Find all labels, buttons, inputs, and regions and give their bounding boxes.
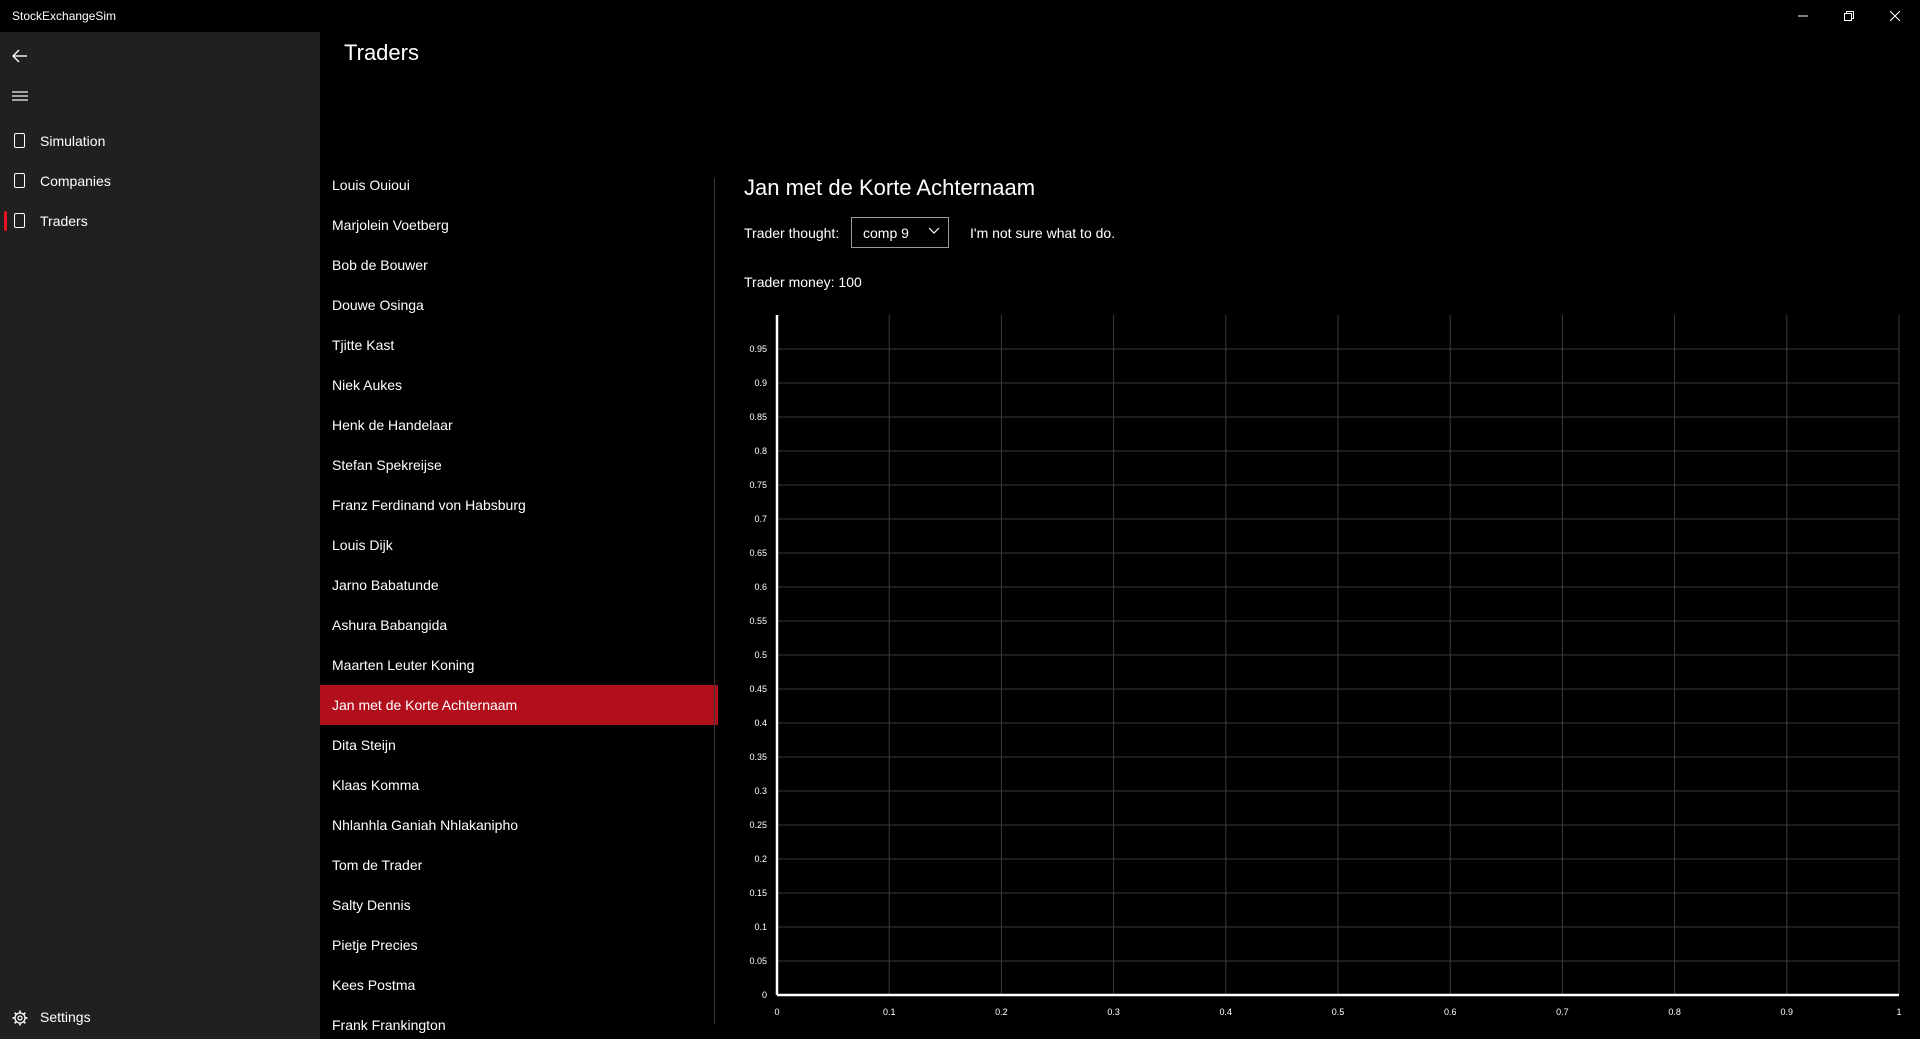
trader-list-item[interactable]: Klaas Komma	[332, 777, 420, 793]
trader-name-heading: Jan met de Korte Achternaam	[744, 175, 1036, 200]
close-button[interactable]	[1872, 0, 1918, 32]
trader-list-item[interactable]: Tom de Trader	[332, 857, 423, 873]
y-tick-label: 0.1	[754, 922, 767, 932]
trader-list-item[interactable]: Marjolein Voetberg	[332, 217, 449, 233]
trader-list-item[interactable]: Dita Steijn	[332, 737, 396, 753]
y-tick-label: 0.95	[749, 344, 767, 354]
trader-list-item[interactable]: Jarno Babatunde	[332, 577, 439, 593]
x-tick-label: 0.8	[1668, 1007, 1681, 1017]
chart-svg: 0 0.1 0.2 0.3 0.4 0.5 0.6 0.7 0.8 0.9 1 0 0.05 0.1 0.1…	[749, 315, 1902, 1017]
restore-icon	[1844, 11, 1854, 21]
nav-item-label: Traders	[40, 213, 88, 229]
company-select[interactable]: comp 9	[851, 217, 949, 248]
y-tick-label: 0.85	[749, 412, 767, 422]
title-bar: StockExchangeSim	[0, 0, 1920, 32]
hamburger-menu-button[interactable]	[0, 76, 40, 116]
nav-item-traders[interactable]: Traders	[0, 201, 320, 241]
nav-item-companies[interactable]: Companies	[0, 161, 320, 201]
nav-item-label: Companies	[40, 173, 111, 189]
page-title: Traders	[344, 40, 419, 65]
trader-list-item[interactable]: Maarten Leuter Koning	[332, 657, 475, 673]
x-tick-label: 1	[1896, 1007, 1901, 1017]
y-tick-label: 0.65	[749, 548, 767, 558]
back-button[interactable]	[0, 36, 40, 76]
y-tick-label: 0.3	[754, 786, 767, 796]
trader-list-item[interactable]: Tjitte Kast	[332, 337, 395, 353]
y-tick-label: 0	[762, 990, 767, 1000]
y-tick-label: 0.9	[754, 378, 767, 388]
y-tick-label: 0.35	[749, 752, 767, 762]
trader-list-item[interactable]: Louis Ouioui	[332, 177, 410, 193]
back-arrow-icon	[12, 49, 27, 63]
minimize-icon	[1798, 15, 1808, 17]
hamburger-icon	[12, 91, 28, 101]
x-tick-label: 0.7	[1556, 1007, 1569, 1017]
nav-item-simulation[interactable]: Simulation	[0, 121, 320, 161]
x-tick-label: 0.4	[1220, 1007, 1233, 1017]
trader-list-item[interactable]: Ashura Babangida	[332, 617, 448, 633]
trader-list-item[interactable]: Douwe Osinga	[332, 297, 424, 313]
y-tick-label: 0.45	[749, 684, 767, 694]
trader-list-item[interactable]: Henk de Handelaar	[332, 417, 453, 433]
trader-list-item-selected[interactable]: Jan met de Korte Achternaam	[320, 685, 718, 725]
navigation-pane: Simulation Companies Traders	[0, 32, 320, 1039]
maximize-button[interactable]	[1826, 0, 1872, 32]
y-tick-label: 0.7	[754, 514, 767, 524]
y-tick-label: 0.8	[754, 446, 767, 456]
x-tick-label: 0.5	[1332, 1007, 1345, 1017]
trader-thought-label: Trader thought:	[744, 225, 840, 241]
trader-list-item[interactable]: Stefan Spekreijse	[332, 457, 442, 473]
close-icon	[1890, 11, 1900, 21]
trader-list[interactable]: Louis Ouioui Marjolein Voetberg Bob de Bou…	[320, 165, 718, 1039]
nav-item-label: Simulation	[40, 133, 106, 149]
page-icon	[14, 173, 25, 188]
divider	[714, 178, 715, 1024]
selection-indicator	[4, 211, 7, 231]
app-title: StockExchangeSim	[12, 9, 117, 23]
company-select-value: comp 9	[863, 225, 909, 241]
y-tick-label: 0.25	[749, 820, 767, 830]
page-icon	[14, 213, 25, 228]
y-tick-label: 0.5	[754, 650, 767, 660]
y-tick-label: 0.05	[749, 956, 767, 966]
trader-list-item[interactable]: Kees Postma	[332, 977, 416, 993]
money-chart: 0 0.1 0.2 0.3 0.4 0.5 0.6 0.7 0.8 0.9 1 0 0.05 0.1 0.1…	[735, 305, 1905, 1030]
trader-thought-text: I'm not sure what to do.	[970, 225, 1116, 241]
page-icon	[14, 133, 25, 148]
trader-list-item[interactable]: Louis Dijk	[332, 537, 393, 553]
trader-money-label: Trader money: 100	[744, 274, 862, 290]
y-tick-label: 0.6	[754, 582, 767, 592]
trader-list-item[interactable]: Niek Aukes	[332, 377, 403, 393]
x-tick-label: 0.1	[883, 1007, 896, 1017]
trader-list-item[interactable]: Pietje Precies	[332, 937, 418, 953]
y-tick-label: 0.2	[754, 854, 767, 864]
y-tick-label: 0.15	[749, 888, 767, 898]
trader-list-item[interactable]: Bob de Bouwer	[332, 257, 428, 273]
y-tick-label: 0.75	[749, 480, 767, 490]
y-tick-label: 0.55	[749, 616, 767, 626]
x-tick-label: 0.9	[1781, 1007, 1794, 1017]
trader-list-item[interactable]: Franz Ferdinand von Habsburg	[332, 497, 526, 513]
gear-icon	[12, 1010, 28, 1026]
settings-label: Settings	[40, 1009, 91, 1025]
nav-item-settings[interactable]: Settings	[0, 998, 320, 1038]
minimize-button[interactable]	[1780, 0, 1826, 32]
trader-list-item[interactable]: Frank Frankington	[332, 1017, 446, 1033]
y-tick-label: 0.4	[754, 718, 767, 728]
x-tick-label: 0.2	[995, 1007, 1008, 1017]
x-tick-label: 0.3	[1107, 1007, 1120, 1017]
x-tick-label: 0.6	[1444, 1007, 1457, 1017]
trader-list-item[interactable]: Salty Dennis	[332, 897, 411, 913]
chevron-down-icon	[928, 227, 940, 234]
x-tick-label: 0	[774, 1007, 779, 1017]
trader-list-item[interactable]: Nhlanhla Ganiah Nhlakanipho	[332, 817, 519, 833]
